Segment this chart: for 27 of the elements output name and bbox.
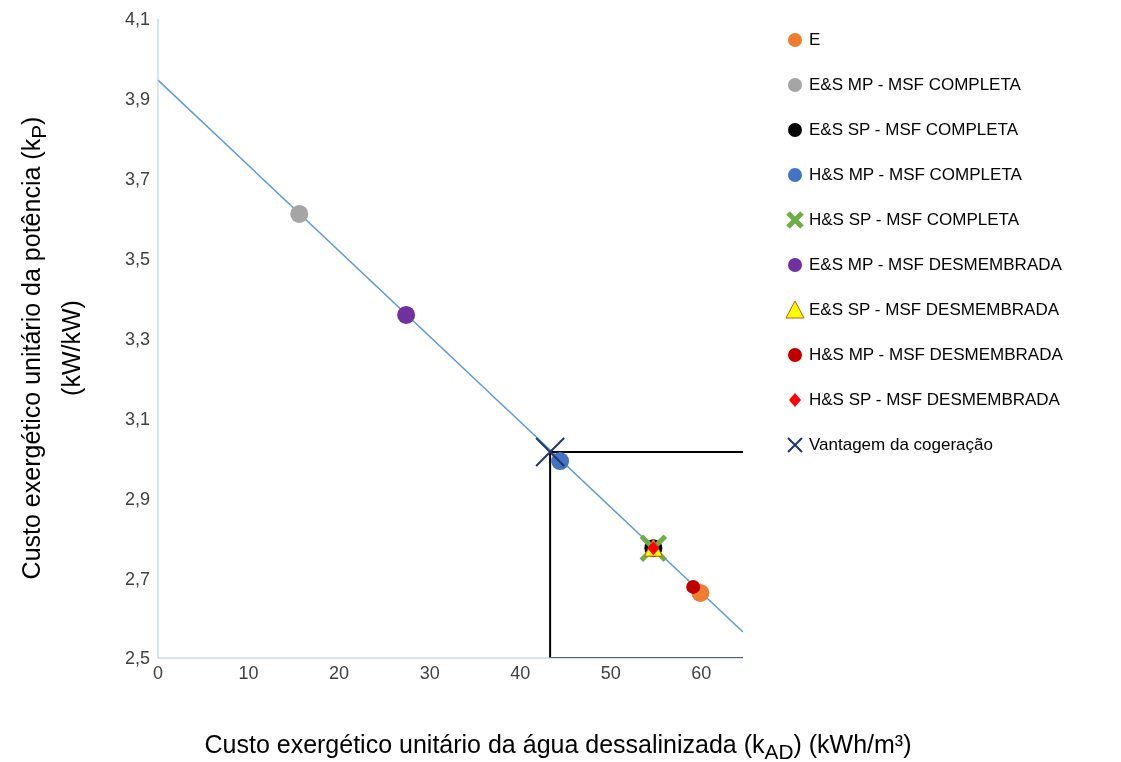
legend-label: E [809,30,821,50]
y-tick-label: 3,3 [124,328,150,349]
y-tick-label: 3,1 [124,408,150,429]
legend-label: H&S SP - MSF DESMEMBRADA [809,390,1060,410]
y-tick-label: 3,5 [124,249,150,270]
x-tick-label: 20 [329,662,350,683]
y-tick-label: 4,1 [124,9,150,30]
x-axis-title: Custo exergético unitário da água dessalinizada (k$_{AD}$) (kWh/m³) [204,730,912,762]
legend-label: E&S SP - MSF DESMEMBRADA [809,300,1060,320]
y-tick-label: 2,9 [124,488,150,509]
legend-label: H&S MP - MSF DESMEMBRADA [809,345,1063,365]
legend-label: E&S MP - MSF COMPLETA [809,75,1021,95]
y-tick-label: 2,7 [124,568,150,589]
legend-label: E&S MP - MSF DESMEMBRADA [809,255,1062,275]
legend-label: E&S SP - MSF COMPLETA [809,120,1019,140]
y-tick-label: 3,7 [124,169,150,190]
y-tick-label: 2,5 [124,648,150,669]
x-tick-label: 30 [419,662,440,683]
y-tick-label: 3,9 [124,89,150,110]
x-tick-label: 50 [600,662,621,683]
x-tick-label: 60 [691,662,712,683]
x-tick-label: 10 [238,662,259,683]
legend-label: H&S SP - MSF COMPLETA [809,210,1020,230]
x-tick-label: 40 [510,662,531,683]
legend-label: H&S MP - MSF COMPLETA [809,165,1022,185]
x-tick-label: 0 [152,662,164,683]
legend-label: Vantagem da cogeração [809,435,993,455]
